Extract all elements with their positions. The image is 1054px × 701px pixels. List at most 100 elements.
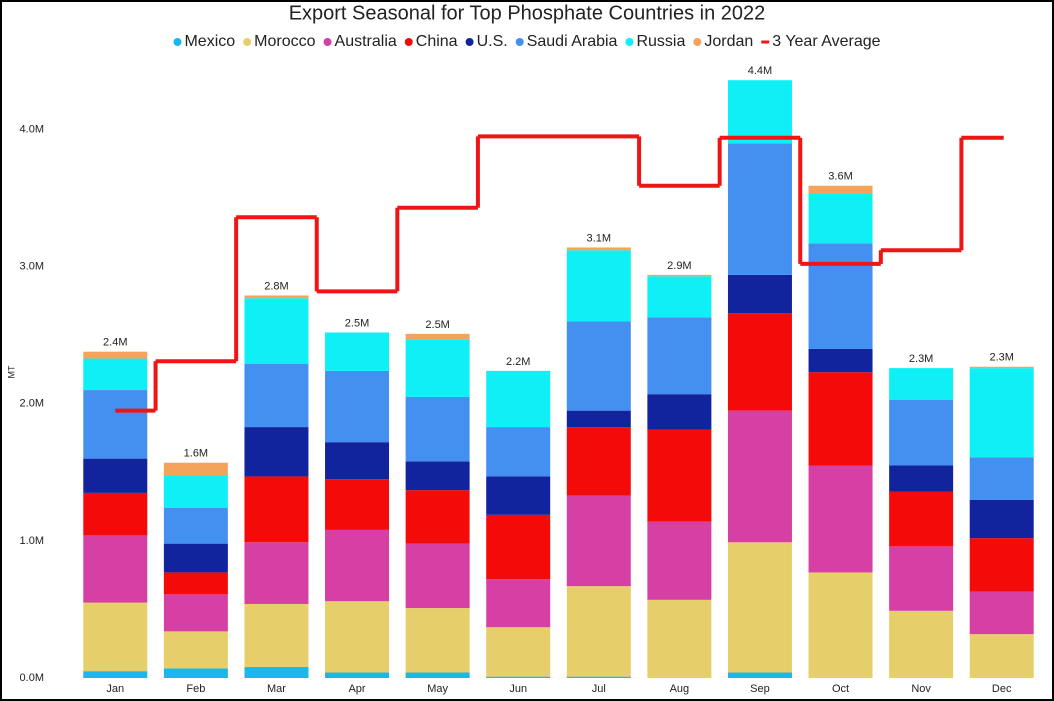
bar-segment [889, 368, 954, 400]
bar-segment [163, 475, 228, 508]
bar-segment [244, 542, 309, 604]
bar-segment [969, 634, 1034, 678]
bar-segment [163, 668, 228, 678]
bar-segment [325, 672, 390, 678]
chart-title: Export Seasonal for Top Phosphate Countr… [289, 2, 766, 24]
total-label: 2.5M [425, 319, 449, 331]
bar-segment [889, 546, 954, 611]
bar-segment [244, 295, 309, 299]
bar-segment [566, 427, 631, 496]
total-label: 2.9M [667, 260, 691, 272]
bar-segment [244, 476, 309, 543]
bar-segment [808, 243, 873, 349]
bar-segment [808, 185, 873, 194]
bar-segment [647, 274, 712, 277]
bar-segment [163, 594, 228, 632]
bar-segment [405, 608, 470, 673]
x-tick-label: Jan [106, 683, 124, 695]
bar-segment [486, 627, 551, 677]
bar-segment [486, 579, 551, 628]
bar-segment [647, 599, 712, 678]
bar-segment [83, 458, 148, 493]
legend-label: Saudi Arabia [527, 33, 618, 50]
bar-segment [325, 479, 390, 530]
bar-segment [83, 602, 148, 672]
bar-segment [566, 586, 631, 677]
bar-segment [486, 427, 551, 477]
bar-segment [969, 457, 1034, 500]
bar-segment [969, 591, 1034, 635]
y-axis-label: MT [6, 365, 16, 378]
x-tick-label: Nov [911, 683, 931, 695]
bar-segment [808, 572, 873, 678]
x-tick-label: Dec [992, 683, 1012, 695]
bar-segment [727, 313, 792, 411]
bar-segment [163, 572, 228, 595]
total-label: 3.6M [828, 171, 852, 183]
bar-segment [163, 543, 228, 573]
legend-label: Australia [335, 33, 397, 50]
y-tick-label: 0.0M [20, 672, 44, 684]
legend-label: China [416, 33, 458, 50]
legend-label: U.S. [477, 33, 508, 50]
bar-segment [566, 321, 631, 411]
bar-segment [325, 442, 390, 480]
bar-segment [566, 676, 631, 678]
total-label: 3.1M [587, 232, 611, 244]
legend-label: Jordan [704, 33, 753, 50]
bar-segment [405, 672, 470, 678]
bar-segment [808, 348, 873, 373]
bar-segment [244, 667, 309, 678]
bar-segment [727, 542, 792, 673]
bar-segment [969, 368, 1034, 458]
legend-marker [243, 38, 252, 46]
legend-marker [323, 38, 332, 46]
bar-segment [486, 514, 551, 580]
bar-segment [566, 247, 631, 251]
x-tick-label: Jun [509, 683, 527, 695]
bar-segment [163, 462, 228, 476]
bar-segment [163, 507, 228, 544]
total-label: 2.5M [345, 317, 369, 329]
bar-segment [486, 676, 551, 678]
bar-segment [647, 276, 712, 318]
legend-marker [404, 38, 413, 46]
x-tick-label: May [427, 683, 448, 695]
bar-segment [727, 672, 792, 678]
bar-segment [405, 490, 470, 544]
total-label: 2.8M [264, 280, 288, 292]
bar-segment [647, 394, 712, 430]
bar-segment [83, 351, 148, 359]
bar-segment [969, 366, 1034, 369]
legend-marker [761, 40, 770, 44]
bar-segment [969, 538, 1034, 592]
x-tick-label: Feb [186, 683, 205, 695]
bar-segment [83, 358, 148, 391]
legend-marker [515, 38, 524, 46]
x-tick-label: Oct [832, 683, 849, 695]
legend: Mexico Morocco Australia China U.S. Saudi Ara… [173, 33, 881, 50]
bar-segment [325, 370, 390, 443]
legend-marker [465, 38, 474, 46]
bar-segment [405, 396, 470, 462]
bar-segment [808, 372, 873, 466]
legend-marker [173, 38, 182, 46]
bar-segment [83, 535, 148, 603]
bar-segment [727, 143, 792, 275]
y-tick-label: 1.0M [20, 535, 44, 547]
x-tick-label: Jul [592, 683, 606, 695]
bar-segment [566, 250, 631, 322]
bar-segment [566, 495, 631, 587]
bar-segment [647, 429, 712, 522]
bar-segment [486, 370, 551, 428]
y-tick-label: 4.0M [20, 123, 44, 135]
bar-segment [647, 521, 712, 600]
y-tick-label: 2.0M [20, 398, 44, 410]
bar-segment [325, 529, 390, 602]
bar-segment [244, 427, 309, 477]
bar-segment [163, 631, 228, 669]
bar-segment [325, 332, 390, 371]
x-tick-label: Apr [348, 683, 365, 695]
